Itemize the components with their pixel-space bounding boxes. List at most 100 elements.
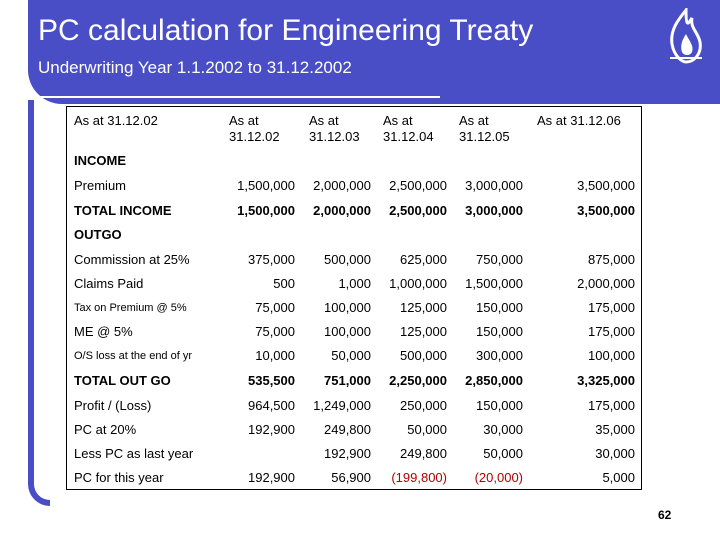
value-cell: 5,000 xyxy=(602,470,635,485)
row-label: PC at 20% xyxy=(74,422,137,437)
value-cell: 175,000 xyxy=(588,300,635,315)
table-row: ME @ 5% 75,000 100,000 125,000 150,000 1… xyxy=(67,320,641,344)
value-cell: 10,000 xyxy=(255,348,295,363)
table-row: PC at 20% 192,900 249,800 50,000 30,000 … xyxy=(67,418,641,442)
income-section-label: INCOME xyxy=(74,153,126,168)
table-row: Less PC as last year 192,900 249,800 50,… xyxy=(67,442,641,466)
outgo-section-label: OUTGO xyxy=(74,227,122,242)
value-cell: 2,000,000 xyxy=(577,276,635,291)
value-cell: 175,000 xyxy=(588,398,635,413)
value-cell: 50,000 xyxy=(331,348,371,363)
slide-title: PC calculation for Engineering Treaty xyxy=(38,14,534,47)
value-cell: 250,000 xyxy=(400,398,447,413)
value-cell: 1,249,000 xyxy=(313,398,371,413)
value-cell: 2,500,000 xyxy=(389,178,447,193)
value-cell: 750,000 xyxy=(476,252,523,267)
table-row: O/S loss at the end of yr 10,000 50,000 … xyxy=(67,344,641,368)
row-label: Commission at 25% xyxy=(74,252,190,267)
table-row: PC for this year 192,900 56,900 (199,800… xyxy=(67,466,641,490)
value-cell: 2,000,000 xyxy=(313,203,371,218)
value-cell: 875,000 xyxy=(588,252,635,267)
title-banner xyxy=(28,0,720,104)
value-cell: 500,000 xyxy=(324,252,371,267)
table-row: TOTAL INCOME 1,500,000 2,000,000 2,500,0… xyxy=(67,199,641,223)
table-row: Profit / (Loss) 964,500 1,249,000 250,00… xyxy=(67,394,641,418)
value-cell: 249,800 xyxy=(400,446,447,461)
value-cell: 150,000 xyxy=(476,300,523,315)
value-cell: 30,000 xyxy=(483,422,523,437)
value-cell: 50,000 xyxy=(407,422,447,437)
header-cell-4: As at 31.12.05 xyxy=(459,113,510,144)
table-row: Commission at 25% 375,000 500,000 625,00… xyxy=(67,248,641,272)
value-cell: 500,000 xyxy=(400,348,447,363)
row-label: PC for this year xyxy=(74,470,164,485)
value-cell-negative: (20,000) xyxy=(474,470,523,485)
slide-subtitle: Underwriting Year 1.1.2002 to 31.12.2002 xyxy=(38,58,352,77)
header-cell-3: As at 31.12.04 xyxy=(383,113,434,144)
header-cell-0: As at 31.12.02 xyxy=(74,113,158,128)
value-cell: 175,000 xyxy=(588,324,635,339)
pc-calculation-table: As at 31.12.02 As at 31.12.02 As at 31.1… xyxy=(66,106,642,490)
value-cell: 2,000,000 xyxy=(313,178,371,193)
row-label: Profit / (Loss) xyxy=(74,398,152,413)
row-label: ME @ 5% xyxy=(74,324,133,339)
value-cell: 3,000,000 xyxy=(465,203,523,218)
table-row: Claims Paid 500 1,000 1,000,000 1,500,00… xyxy=(67,272,641,296)
value-cell: 192,900 xyxy=(324,446,371,461)
value-cell: 500 xyxy=(273,276,295,291)
value-cell: 125,000 xyxy=(400,324,447,339)
value-cell: 751,000 xyxy=(324,373,371,388)
value-cell: 375,000 xyxy=(248,252,295,267)
value-cell: 75,000 xyxy=(255,300,295,315)
value-cell: 625,000 xyxy=(400,252,447,267)
value-cell xyxy=(217,442,295,466)
value-cell: 3,000,000 xyxy=(465,178,523,193)
value-cell: 100,000 xyxy=(324,300,371,315)
subtitle-rule xyxy=(36,96,440,98)
value-cell: 1,500,000 xyxy=(237,178,295,193)
value-cell: 3,500,000 xyxy=(577,178,635,193)
value-cell: 35,000 xyxy=(595,422,635,437)
value-cell: 300,000 xyxy=(476,348,523,363)
row-label: TOTAL INCOME xyxy=(74,203,172,218)
header-cell-5: As at 31.12.06 xyxy=(537,113,621,128)
value-cell: 535,500 xyxy=(248,373,295,388)
flame-logo-icon xyxy=(670,8,702,64)
value-cell: 1,500,000 xyxy=(465,276,523,291)
value-cell: 30,000 xyxy=(595,446,635,461)
value-cell: 100,000 xyxy=(324,324,371,339)
value-cell: 2,500,000 xyxy=(389,203,447,218)
value-cell: 192,900 xyxy=(248,422,295,437)
header-cell-1: As at 31.12.02 xyxy=(229,113,280,144)
value-cell: 3,325,000 xyxy=(577,373,635,388)
value-cell: 1,000 xyxy=(338,276,371,291)
value-cell: 964,500 xyxy=(248,398,295,413)
value-cell: 3,500,000 xyxy=(577,203,635,218)
value-cell: 192,900 xyxy=(248,470,295,485)
value-cell: 1,500,000 xyxy=(237,203,295,218)
decorative-bracket xyxy=(28,100,50,506)
table-row: Premium 1,500,000 2,000,000 2,500,000 3,… xyxy=(67,174,641,198)
value-cell: 75,000 xyxy=(255,324,295,339)
value-cell: 150,000 xyxy=(476,324,523,339)
value-cell: 50,000 xyxy=(483,446,523,461)
value-cell: 56,900 xyxy=(331,470,371,485)
value-cell-negative: (199,800) xyxy=(391,470,447,485)
value-cell: 249,800 xyxy=(324,422,371,437)
table-row: Tax on Premium @ 5% 75,000 100,000 125,0… xyxy=(67,296,641,320)
value-cell: 100,000 xyxy=(588,348,635,363)
row-label: Claims Paid xyxy=(74,276,144,291)
value-cell: 2,250,000 xyxy=(389,373,447,388)
value-cell: 1,000,000 xyxy=(389,276,447,291)
row-label: Tax on Premium @ 5% xyxy=(74,302,187,314)
value-cell: 125,000 xyxy=(400,300,447,315)
row-label: O/S loss at the end of yr xyxy=(74,350,193,362)
row-label: Less PC as last year xyxy=(74,446,194,461)
row-label: Premium xyxy=(74,178,127,193)
table-row: TOTAL OUT GO 535,500 751,000 2,250,000 2… xyxy=(67,369,641,393)
value-cell: 150,000 xyxy=(476,398,523,413)
header-cell-2: As at 31.12.03 xyxy=(309,113,360,144)
row-label: TOTAL OUT GO xyxy=(74,373,171,388)
page-number: 62 xyxy=(658,508,672,522)
value-cell: 2,850,000 xyxy=(465,373,523,388)
